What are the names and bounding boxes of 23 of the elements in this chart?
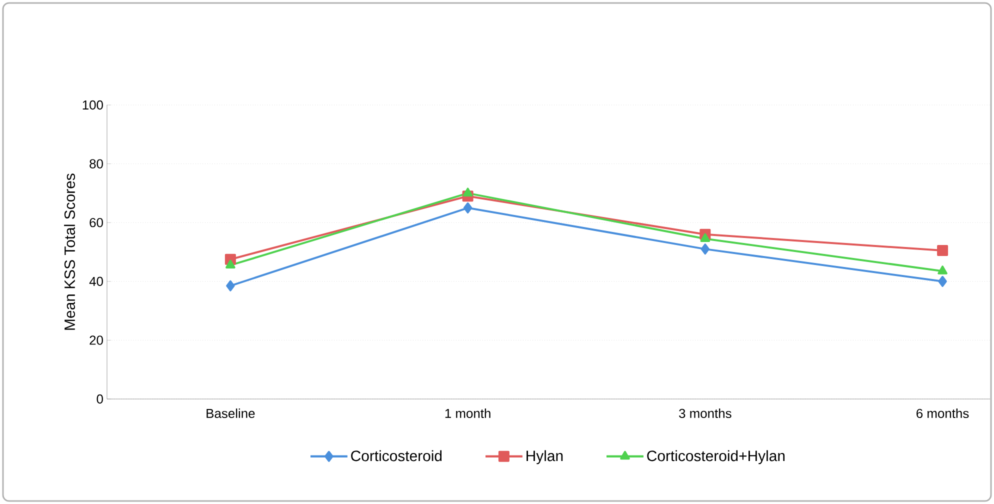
point — [226, 260, 236, 268]
point — [700, 233, 710, 242]
x-tick-label: 1 month — [445, 408, 490, 418]
point — [937, 245, 948, 256]
y-tick-label: 100 — [82, 100, 103, 110]
point — [938, 266, 948, 274]
x-tick-label: 3 months — [679, 408, 732, 418]
point — [462, 188, 473, 196]
y-tick-label: 0 — [96, 394, 103, 404]
legend-label: Corticosteroid+Hylan — [647, 450, 785, 464]
legend-label: Hylan — [526, 450, 563, 464]
y-axis-title: Mean KSS Total Scores — [64, 174, 76, 330]
y-tick-label: 60 — [90, 218, 103, 228]
point — [463, 202, 472, 214]
point — [700, 244, 710, 255]
legend-label: Corticosteroid — [351, 450, 442, 462]
point — [226, 280, 235, 292]
y-tick-label: 80 — [90, 159, 103, 168]
y-tick-label: 40 — [89, 276, 103, 286]
x-tick-label: 6 months — [916, 408, 969, 418]
x-tick-label: Baseline — [206, 408, 255, 418]
y-tick-label: 20 — [90, 336, 103, 345]
point — [938, 276, 947, 287]
